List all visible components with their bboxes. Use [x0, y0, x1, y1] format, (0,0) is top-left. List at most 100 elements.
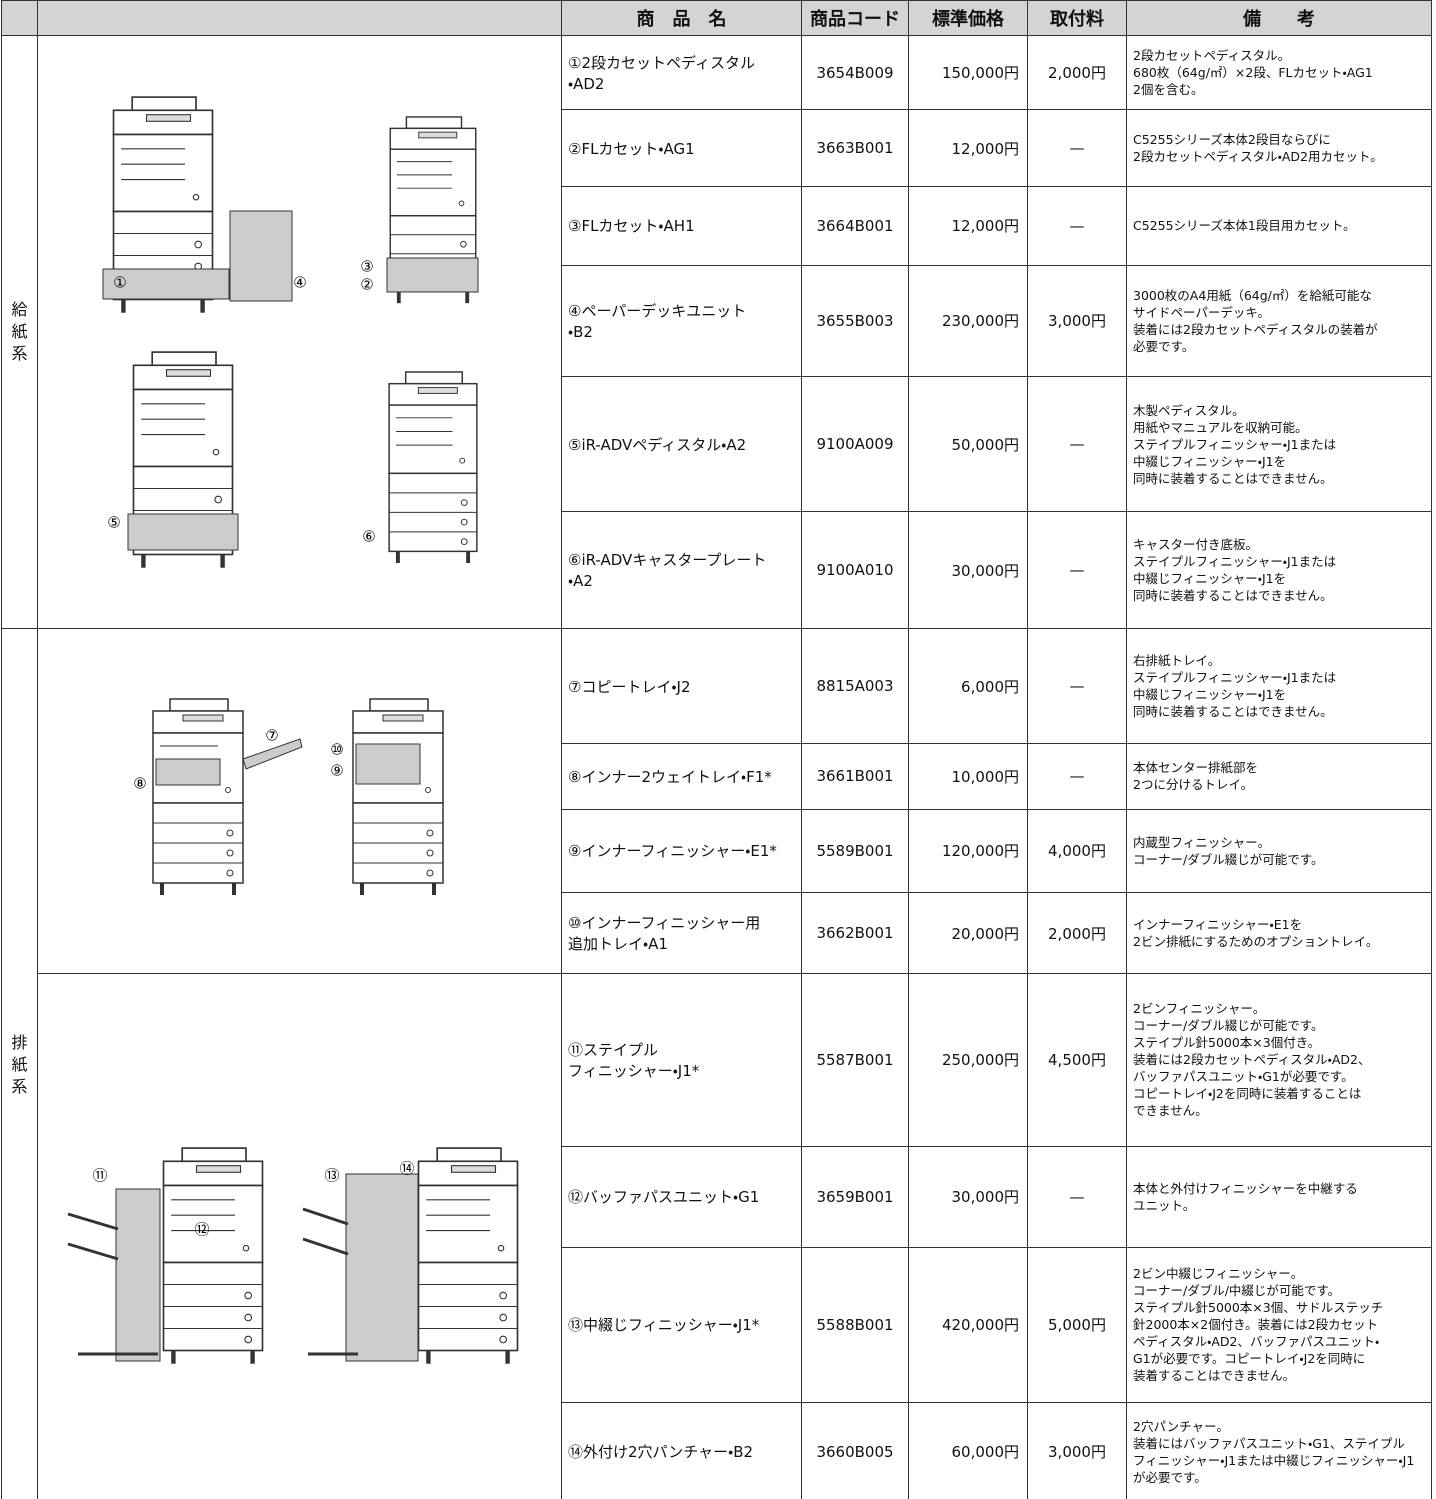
price: 50,000円: [908, 375, 1028, 513]
callout: ⑤: [107, 514, 120, 532]
price: 30,000円: [908, 511, 1028, 629]
product-code: 5587B001: [801, 973, 909, 1147]
table-body: 給 紙 系 ① ④ ③ ② ⑤ ⑥ ①2段カセットペディスタル ・AD2 3654…: [1, 34, 1432, 1499]
price: 120,000円: [908, 808, 1028, 894]
product-code: 3659B001: [801, 1145, 909, 1248]
option-row: ⑪ ⑫ ⑬ ⑭ ⑪ステイプル フィニッシャー・J1* 5587B001 250,00…: [2, 973, 1432, 1499]
callout: ⑨: [330, 762, 343, 780]
product-code: 3661B001: [801, 743, 909, 810]
product-code: 3662B001: [801, 892, 909, 974]
price: 6,000円: [908, 628, 1028, 744]
remarks: 本体センター排紙部を 2つに分けるトレイ。: [1126, 743, 1432, 810]
product-name: ⑬中綴じフィニッシャー・J1*: [561, 1246, 802, 1404]
price: 60,000円: [908, 1402, 1028, 1499]
remarks: 2段カセットペディスタル。 680枚（64g/㎡）×2段、FLカセット・AG1 …: [1126, 34, 1432, 111]
install-fee: —: [1027, 511, 1127, 629]
paper-deck: [229, 210, 293, 302]
group-label: 給 紙 系: [1, 35, 38, 629]
callout: ⑭: [399, 1160, 414, 1178]
option-figure: ⑧ ⑦ ⑩ ⑨: [133, 698, 444, 896]
product-name: ⑭外付け2穴パンチャー・B2: [561, 1402, 802, 1499]
product-code: 9100A009: [801, 375, 909, 513]
header-cell: 取付料: [1027, 0, 1127, 36]
option-row: ⑩インナーフィニッシャー用 追加トレイ・A1 3662B001 20,000円 2,0…: [2, 892, 1432, 974]
copier: [388, 371, 478, 564]
remarks: 本体と外付けフィニッシャーを中継する ユニット。: [1126, 1145, 1432, 1248]
copier: [162, 1147, 264, 1365]
remarks: 2ビン中綴じフィニッシャー。 コーナー/ダブル/中綴じが可能です。 ステイプル針…: [1126, 1246, 1432, 1404]
callout: ⑦: [265, 727, 278, 745]
header-cell: 商 品 名: [561, 0, 802, 36]
product-name: ④ペーパーデッキユニット ・B2: [561, 265, 802, 377]
copier: [352, 698, 444, 896]
product-code: 5589B001: [801, 808, 909, 894]
copier: [417, 1147, 519, 1365]
header-cell: 標準価格: [908, 0, 1028, 36]
cassette: [386, 257, 479, 293]
product-code: 3655B003: [801, 265, 909, 377]
install-fee: —: [1027, 628, 1127, 744]
product-code: 3664B001: [801, 185, 909, 267]
copy-tray: [242, 738, 303, 770]
group-label: 排 紙 系: [1, 628, 38, 1499]
option-figure: ⑪ ⑫ ⑬ ⑭: [67, 1147, 519, 1365]
install-fee: 2,000円: [1027, 892, 1127, 974]
option-row: ⑥iR-ADVキャスタープレート ・A2 9100A010 30,000円 — キャスタ…: [2, 511, 1432, 629]
header-row: 商 品 名 商品コード 標準価格 取付料 備 考: [1, 0, 1432, 36]
price: 12,000円: [908, 185, 1028, 267]
callout: ⑧: [133, 775, 146, 793]
option-figure: ① ④ ③ ② ⑤ ⑥: [102, 96, 479, 569]
callout: ⑪: [92, 1167, 107, 1185]
remarks: インナーフィニッシャー・E1を 2ビン排紙にするためのオプショントレイ。: [1126, 892, 1432, 974]
finisher: [345, 1173, 419, 1362]
product-name: ⑧インナー2ウェイトレイ・F1*: [561, 743, 802, 810]
pedestal: [127, 513, 239, 551]
header-cell: [1, 0, 38, 36]
option-row: ⑫バッファパスユニット・G1 3659B001 30,000円 — 本体と外付けフィニッ…: [2, 1145, 1432, 1248]
copier: [152, 698, 244, 896]
finisher-tray: [67, 1212, 158, 1356]
product-name: ⑥iR-ADVキャスタープレート ・A2: [561, 511, 802, 629]
inner-finisher: [355, 743, 421, 785]
install-fee: —: [1027, 185, 1127, 267]
callout: ①: [113, 274, 126, 292]
install-fee: 3,000円: [1027, 265, 1127, 377]
callout: ⑫: [194, 1221, 209, 1239]
figure-cell: ⑧ ⑦ ⑩ ⑨: [37, 628, 562, 974]
product-name: ⑩インナーフィニッシャー用 追加トレイ・A1: [561, 892, 802, 974]
remarks: 右排紙トレイ。 ステイプルフィニッシャー・J1または 中綴じフィニッシャー・J1…: [1126, 628, 1432, 744]
product-code: 3660B005: [801, 1402, 909, 1499]
remarks: キャスター付き底板。 ステイプルフィニッシャー・J1または 中綴じフィニッシャー…: [1126, 511, 1432, 629]
install-fee: 3,000円: [1027, 1402, 1127, 1499]
product-name: ⑫バッファパスユニット・G1: [561, 1145, 802, 1248]
price: 10,000円: [908, 743, 1028, 810]
option-row: ⑧インナー2ウェイトレイ・F1* 3661B001 10,000円 — 本体センター排紙…: [2, 743, 1432, 810]
price: 230,000円: [908, 265, 1028, 377]
callout: ③: [360, 258, 373, 276]
finisher-tray: [302, 1207, 358, 1356]
install-fee: —: [1027, 1145, 1127, 1248]
remarks: 内蔵型フィニッシャー。 コーナー/ダブル綴じが可能です。: [1126, 808, 1432, 894]
figure-cell: ① ④ ③ ② ⑤ ⑥: [37, 35, 562, 629]
price: 20,000円: [908, 892, 1028, 974]
price: 12,000円: [908, 109, 1028, 187]
install-fee: 2,000円: [1027, 34, 1127, 111]
install-fee: 4,000円: [1027, 808, 1127, 894]
product-code: 8815A003: [801, 628, 909, 744]
header-cell: 商品コード: [801, 0, 909, 36]
product-name: ②FLカセット・AG1: [561, 109, 802, 187]
product-name: ③FLカセット・AH1: [561, 185, 802, 267]
install-fee: 4,500円: [1027, 973, 1127, 1147]
inner-tray: [155, 758, 221, 786]
callout: ④: [293, 274, 306, 292]
price: 250,000円: [908, 973, 1028, 1147]
remarks: 2穴パンチャー。 装着にはバッファパスユニット・G1、ステイプル フィニッシャー…: [1126, 1402, 1432, 1499]
install-fee: —: [1027, 375, 1127, 513]
option-row: ⑭外付け2穴パンチャー・B2 3660B005 60,000円 3,000円 2穴パンチ…: [2, 1402, 1432, 1499]
remarks: C5255シリーズ本体2段目ならびに 2段カセットペディスタル・AD2用カセット…: [1126, 109, 1432, 187]
figure-cell: ⑪ ⑫ ⑬ ⑭: [37, 973, 562, 1499]
header-cell: [37, 0, 562, 36]
